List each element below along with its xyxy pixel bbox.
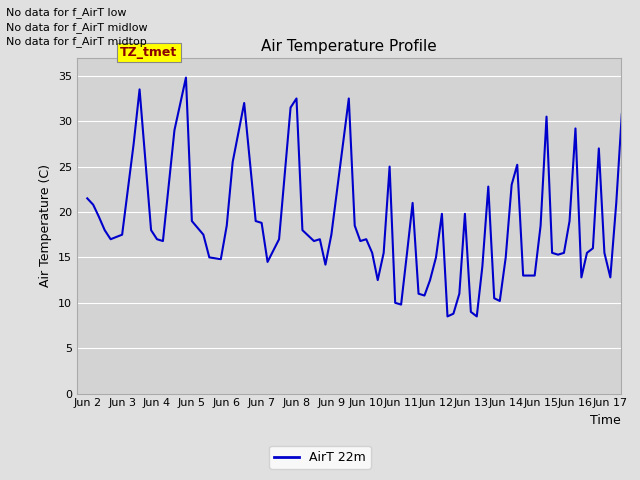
Title: Air Temperature Profile: Air Temperature Profile <box>261 39 436 54</box>
Text: TZ_tmet: TZ_tmet <box>120 46 177 59</box>
Text: No data for f_AirT midlow: No data for f_AirT midlow <box>6 22 148 33</box>
Legend: AirT 22m: AirT 22m <box>269 446 371 469</box>
Text: No data for f_AirT low: No data for f_AirT low <box>6 7 127 18</box>
X-axis label: Time: Time <box>590 414 621 427</box>
Text: No data for f_AirT midtop: No data for f_AirT midtop <box>6 36 147 47</box>
Y-axis label: Air Temperature (C): Air Temperature (C) <box>39 164 52 287</box>
